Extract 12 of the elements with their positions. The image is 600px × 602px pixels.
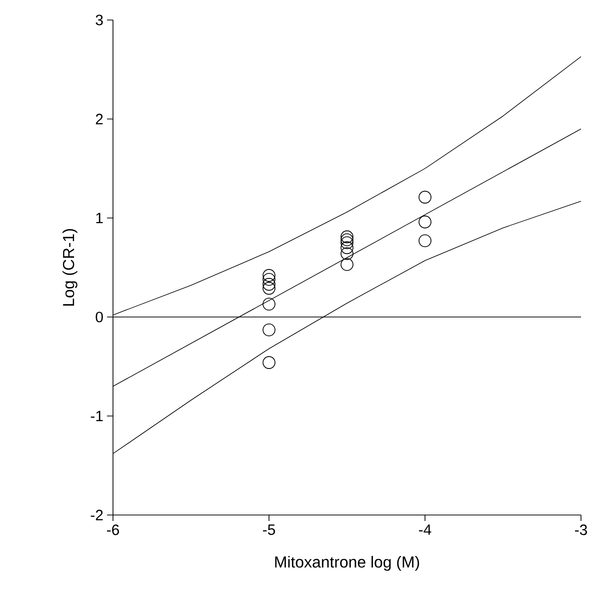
x-tick-label: -4: [419, 524, 432, 535]
x-tick-label: -5: [263, 524, 276, 535]
y-tick-label: 0: [96, 312, 103, 322]
x-tick-label: -3: [575, 524, 587, 536]
x-tick-label: -6: [107, 524, 119, 536]
y-tick-label: 3: [96, 14, 103, 26]
y-tick-label: -2: [90, 510, 103, 520]
y-tick-label: 1: [96, 212, 103, 224]
y-axis-title: Log (CR-1): [62, 229, 78, 306]
y-tick-label: 2: [96, 114, 103, 124]
y-tick-label: -1: [90, 410, 103, 422]
x-axis-title: Mitoxantrone log (M): [275, 556, 420, 571]
